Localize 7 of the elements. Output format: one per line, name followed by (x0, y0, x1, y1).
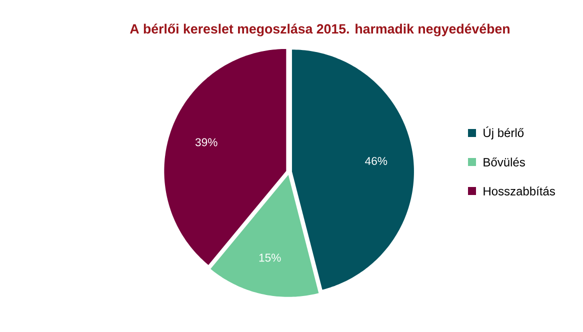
data-label: 39% (195, 138, 218, 146)
data-label: 46% (365, 156, 388, 165)
legend-label: Hosszabbítás (484, 186, 555, 196)
chart-title: A bérlői kereslet megoszlása 2015. harmadik negyedévében (130, 24, 510, 36)
legend-label: Bővülés (484, 158, 525, 166)
legend-label: Új bérlő (484, 126, 524, 140)
data-label: 15% (259, 254, 281, 262)
